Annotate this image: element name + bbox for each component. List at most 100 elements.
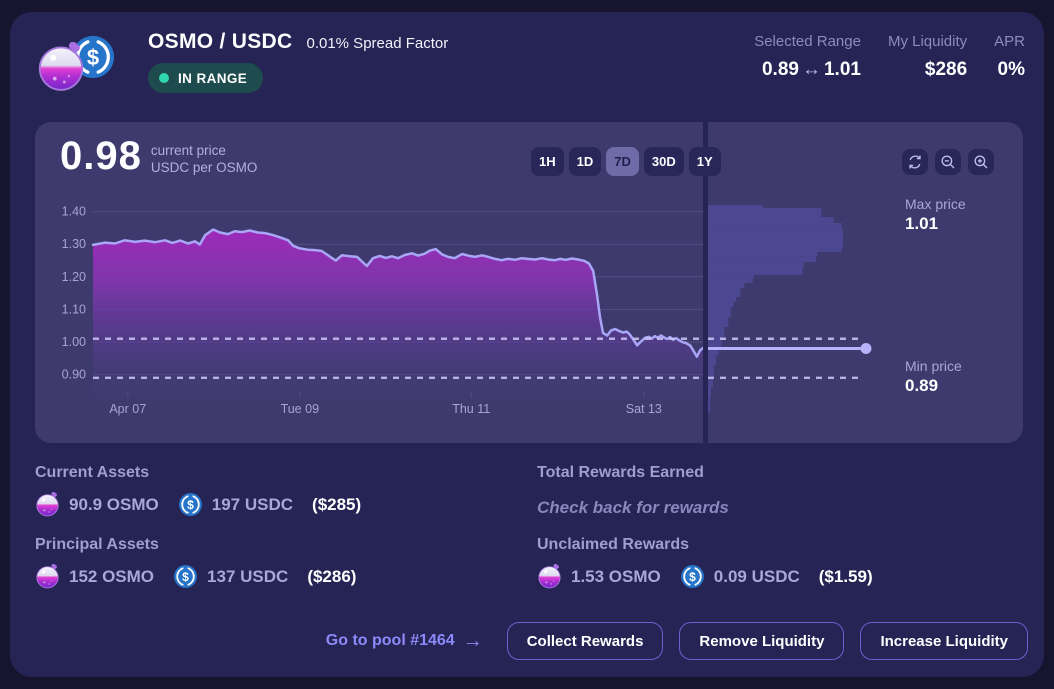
current-assets-row: 90.9 OSMO 197 USDC ($285)	[35, 492, 361, 517]
y-axis-tick-label: 1.40	[62, 205, 86, 219]
principal-osmo-amount: 152 OSMO	[69, 566, 155, 586]
selected-range-value: 0.89 ↔ 1.01	[761, 59, 861, 80]
osmo-icon	[35, 492, 60, 517]
current-price-caption: current price USDC per OSMO	[150, 143, 258, 175]
liquidity-bar	[708, 208, 822, 218]
liquidity-bar	[708, 223, 842, 230]
range-arrow-icon: ↔	[801, 59, 821, 80]
selected-range-stat: Selected Range 0.89 ↔ 1.01	[754, 33, 861, 81]
liquidity-bar	[708, 397, 710, 413]
unclaimed-usdc-amount: 0.09 USDC	[713, 566, 800, 586]
status-dot-icon	[159, 73, 169, 83]
osmo-icon	[35, 564, 60, 589]
principal-usdc-amount: 137 USDC	[207, 566, 289, 586]
in-range-badge: IN RANGE	[148, 63, 264, 93]
principal-assets-title: Principal Assets	[35, 536, 159, 553]
position-card: OSMO / USDC 0.01% Spread Factor IN RANGE…	[10, 12, 1044, 677]
refresh-button[interactable]	[902, 149, 928, 175]
liquidity-bar	[708, 327, 725, 340]
my-liquidity-label: My Liquidity	[887, 33, 968, 50]
y-axis-tick-label: 1.00	[62, 335, 86, 349]
liquidity-bar	[708, 252, 818, 257]
liquidity-bar	[708, 267, 803, 275]
liquidity-bar	[708, 274, 754, 279]
current-usdc-amount: 197 USDC	[211, 494, 294, 514]
liquidity-bar	[708, 297, 737, 302]
liquidity-bar	[708, 376, 713, 387]
time-range-buttons: 1H 1D 7D 30D 1Y	[531, 147, 721, 176]
liquidity-depth-chart	[708, 205, 872, 413]
liquidity-bar	[708, 278, 753, 283]
apr-value: 0%	[997, 59, 1025, 80]
range-1h-button[interactable]: 1H	[531, 147, 564, 176]
principal-fiat-value: ($286)	[307, 566, 357, 586]
rewards-empty-message: Check back for rewards	[537, 498, 729, 517]
current-price-handle[interactable]	[860, 343, 872, 355]
usdc-icon	[173, 564, 198, 589]
min-price-value: 0.89	[905, 376, 939, 395]
current-fiat-value: ($285)	[312, 494, 362, 514]
y-axis-tick-label: 1.30	[62, 237, 86, 251]
range-1d-button[interactable]: 1D	[568, 147, 602, 176]
x-axis-tick-label: Tue 09	[281, 402, 320, 416]
zoom-out-button[interactable]	[935, 149, 961, 175]
title-block: OSMO / USDC 0.01% Spread Factor IN RANGE	[148, 30, 448, 93]
zoom-in-icon	[974, 155, 988, 169]
price-chart: 1.40 1.30 1.20 1.10 1.00 0.90 Apr 07 Tue 09 Thu …	[62, 205, 705, 416]
liquidity-bar	[708, 247, 842, 252]
current-price-value: 0.98	[60, 134, 142, 178]
footer-actions: Go to pool #1464 → Collect Rewards Remov…	[326, 622, 1028, 660]
y-axis-tick-label: 1.20	[62, 270, 86, 284]
liquidity-bar	[708, 287, 741, 297]
y-axis-tick-label: 1.10	[62, 302, 86, 316]
my-liquidity-stat: My Liquidity $286	[888, 33, 967, 81]
current-assets-title: Current Assets	[35, 464, 150, 481]
max-price-value: 1.01	[905, 214, 939, 233]
status-badge-label: IN RANGE	[178, 70, 248, 86]
y-axis-tick-label: 0.90	[62, 368, 86, 382]
current-price-block: 0.98 current price USDC per OSMO	[60, 134, 257, 178]
x-axis-tick-label: Sat 13	[626, 402, 662, 416]
liquidity-bar	[708, 340, 722, 351]
price-line	[91, 228, 705, 358]
liquidity-bar	[708, 387, 711, 398]
go-to-pool-link[interactable]: Go to pool #1464 →	[325, 629, 483, 652]
unclaimed-rewards-title: Unclaimed Rewards	[537, 536, 690, 553]
liquidity-bar	[708, 301, 734, 308]
price-area-fill	[93, 229, 703, 399]
max-price-label: Max price	[905, 196, 966, 212]
remove-liquidity-button[interactable]: Remove Liquidity	[679, 622, 845, 660]
current-osmo-amount: 90.9 OSMO	[69, 494, 159, 514]
liquidity-bar	[708, 350, 719, 356]
range-30d-button[interactable]: 30D	[643, 147, 684, 176]
apr-label: APR	[994, 33, 1025, 50]
collect-rewards-button[interactable]: Collect Rewards	[506, 622, 664, 660]
liquidity-bar	[708, 205, 764, 208]
zoom-out-icon	[941, 155, 955, 169]
liquidity-bar	[708, 283, 745, 288]
usdc-icon	[680, 564, 705, 589]
min-price-label: Min price	[905, 358, 962, 374]
zoom-in-button[interactable]	[968, 149, 994, 175]
liquidity-bar	[708, 262, 804, 267]
range-1y-button[interactable]: 1Y	[688, 147, 721, 176]
panel-divider	[703, 122, 708, 443]
usdc-icon	[178, 492, 203, 517]
x-axis-tick-label: Apr 07	[109, 402, 146, 416]
liquidity-bar	[708, 217, 834, 223]
increase-liquidity-button[interactable]: Increase Liquidity	[860, 622, 1028, 660]
liquidity-bar	[708, 229, 843, 248]
refresh-icon	[909, 155, 921, 169]
selected-range-label: Selected Range	[754, 33, 861, 50]
liquidity-bar	[708, 365, 714, 377]
liquidity-bar	[708, 316, 729, 327]
arrow-right-icon: →	[462, 629, 483, 652]
pair-icons	[36, 34, 126, 92]
range-7d-button[interactable]: 7D	[606, 147, 639, 176]
total-rewards-title: Total Rewards Earned	[537, 464, 704, 481]
unclaimed-fiat-value: ($1.59)	[818, 566, 873, 586]
depth-zoom-controls	[902, 149, 994, 175]
my-liquidity-value: $286	[924, 59, 968, 80]
pair-title: OSMO / USDC	[148, 30, 293, 53]
